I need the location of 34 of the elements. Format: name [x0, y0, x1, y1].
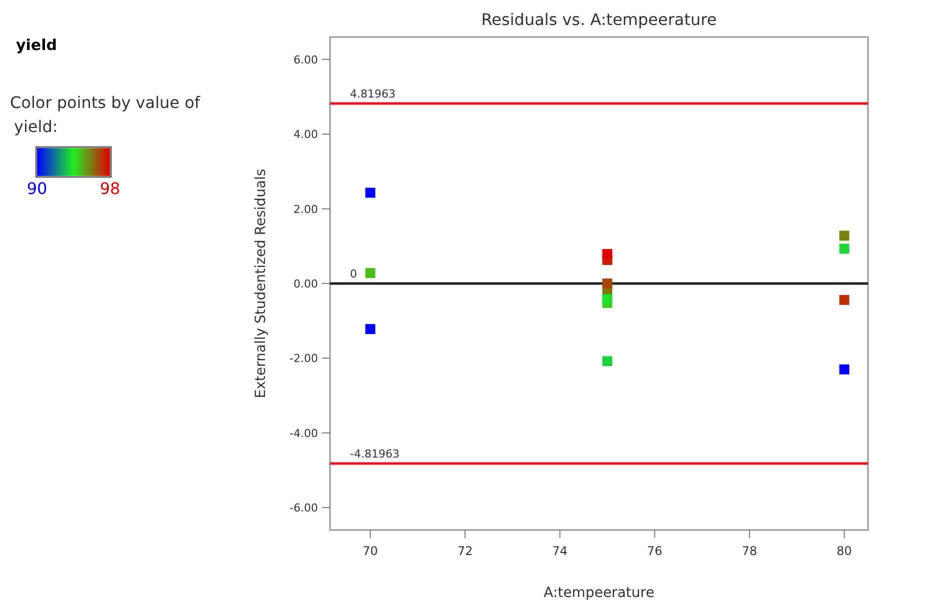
x-tick-label: 78 — [742, 544, 758, 558]
x-tick-label: 80 — [836, 544, 852, 558]
y-tick-label: 6.00 — [294, 53, 318, 66]
x-axis-title: A:tempeerature — [544, 585, 654, 601]
ref-line-label: 4.81963 — [350, 87, 396, 100]
chart-title: Residuals vs. A:tempeerature — [481, 10, 717, 29]
point — [602, 293, 612, 304]
point — [602, 356, 612, 366]
y-tick-label: -4.00 — [290, 426, 318, 440]
point — [602, 278, 612, 288]
point — [602, 248, 612, 259]
x-tick-label: 74 — [552, 544, 568, 558]
y-tick-label: -2.00 — [290, 352, 318, 366]
point — [839, 364, 850, 374]
y-tick-label: 0.00 — [294, 278, 318, 290]
color-bar-title: Color points by value of yield: — [10, 93, 200, 136]
point — [365, 268, 376, 278]
point — [839, 294, 850, 305]
x-tick-label: 70 — [362, 544, 378, 558]
text: yield — [16, 36, 57, 54]
point — [365, 188, 376, 198]
point — [365, 324, 376, 334]
color-bar-label: 98 — [100, 179, 120, 198]
point — [839, 230, 850, 241]
y-axis-title: Externally Studentized Residuals — [253, 168, 269, 398]
ref-line-label: 0 — [350, 268, 357, 280]
color-bar-label: 90 — [26, 179, 48, 198]
y-tick-label: -6.00 — [290, 502, 318, 515]
y-tick-label: 4.00 — [294, 128, 318, 142]
point — [839, 244, 850, 254]
y-tick-label: 2.00 — [294, 202, 318, 216]
x-tick-label: 72 — [457, 544, 473, 558]
x-tick-label: 76 — [647, 544, 662, 558]
ref-line-label: -4.81963 — [350, 448, 400, 461]
